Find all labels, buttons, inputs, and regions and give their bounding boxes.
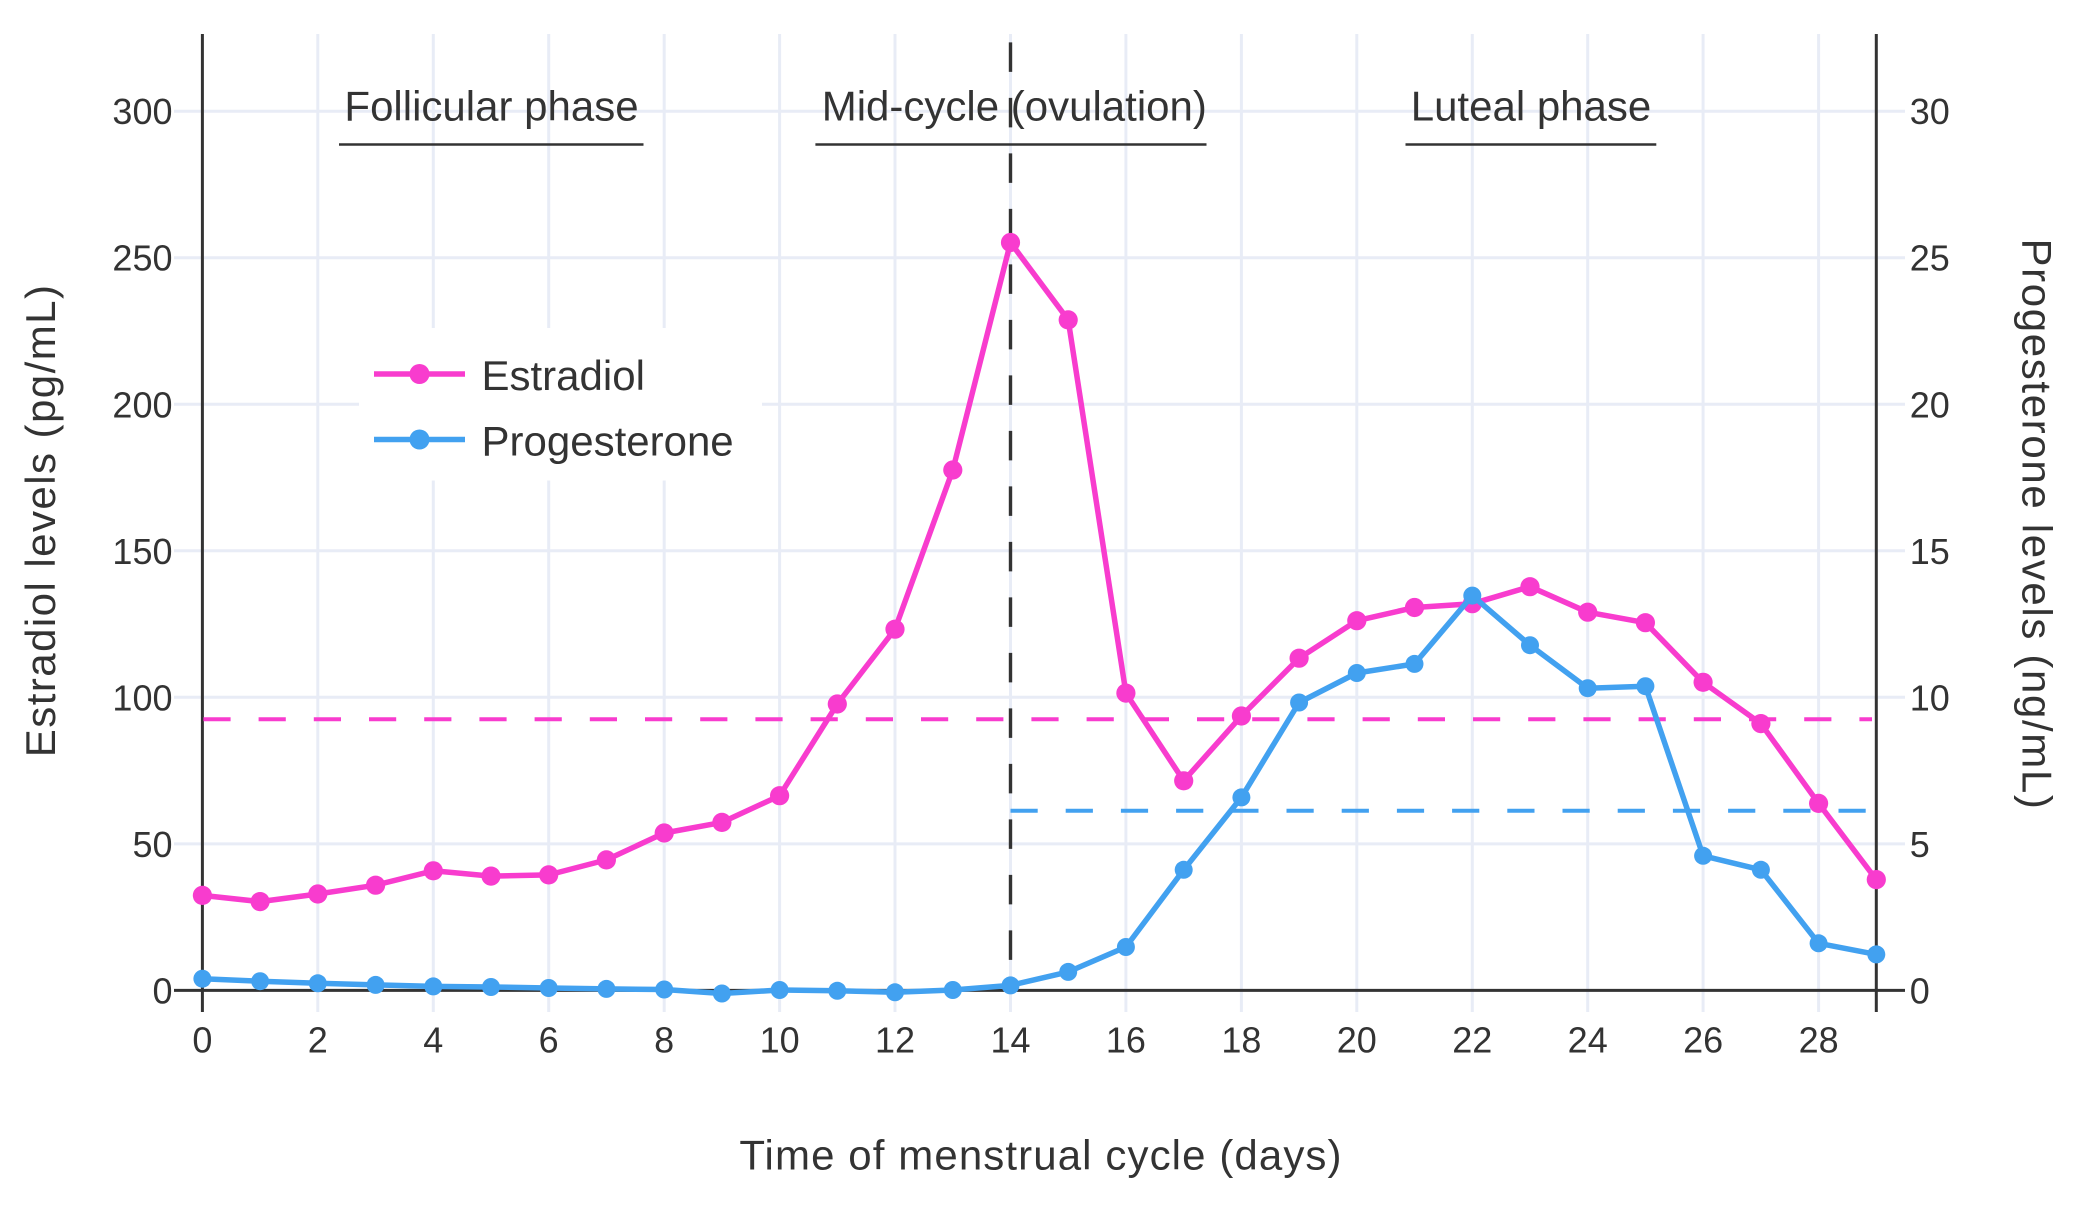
- svg-text:12: 12: [875, 1020, 915, 1061]
- svg-text:25: 25: [1910, 238, 1950, 279]
- svg-text:15: 15: [1910, 531, 1950, 572]
- svg-text:Estradiol: Estradiol: [482, 352, 645, 399]
- svg-text:8: 8: [654, 1020, 674, 1061]
- svg-text:22: 22: [1452, 1020, 1492, 1061]
- svg-text:10: 10: [760, 1020, 800, 1061]
- svg-text:200: 200: [112, 384, 172, 425]
- svg-text:0: 0: [1910, 970, 1930, 1011]
- svg-text:Luteal phase: Luteal phase: [1411, 82, 1652, 129]
- svg-text:250: 250: [112, 238, 172, 279]
- svg-text:2: 2: [308, 1020, 328, 1061]
- svg-text:20: 20: [1910, 384, 1950, 425]
- svg-text:300: 300: [112, 91, 172, 132]
- svg-text:Estradiol levels (pg/mL): Estradiol levels (pg/mL): [17, 284, 64, 758]
- svg-text:Progesterone levels (ng/mL): Progesterone levels (ng/mL): [2014, 238, 2061, 810]
- svg-text:16: 16: [1106, 1020, 1146, 1061]
- svg-text:24: 24: [1568, 1020, 1608, 1061]
- svg-text:100: 100: [112, 677, 172, 718]
- svg-text:0: 0: [152, 970, 172, 1011]
- svg-text:18: 18: [1221, 1020, 1261, 1061]
- svg-text:50: 50: [132, 824, 172, 865]
- svg-text:Time of menstrual cycle (days): Time of menstrual cycle (days): [739, 1131, 1342, 1178]
- svg-text:20: 20: [1337, 1020, 1377, 1061]
- svg-text:0: 0: [192, 1020, 212, 1061]
- svg-text:10: 10: [1910, 677, 1950, 718]
- svg-text:30: 30: [1910, 91, 1950, 132]
- svg-text:Mid-cycle (ovulation): Mid-cycle (ovulation): [822, 82, 1207, 129]
- svg-text:150: 150: [112, 531, 172, 572]
- svg-text:26: 26: [1683, 1020, 1723, 1061]
- svg-text:14: 14: [990, 1020, 1030, 1061]
- svg-text:Progesterone: Progesterone: [482, 418, 734, 465]
- svg-text:28: 28: [1799, 1020, 1839, 1061]
- svg-text:Follicular phase: Follicular phase: [344, 82, 638, 129]
- svg-text:4: 4: [423, 1020, 443, 1061]
- svg-text:6: 6: [539, 1020, 559, 1061]
- svg-text:5: 5: [1910, 824, 1930, 865]
